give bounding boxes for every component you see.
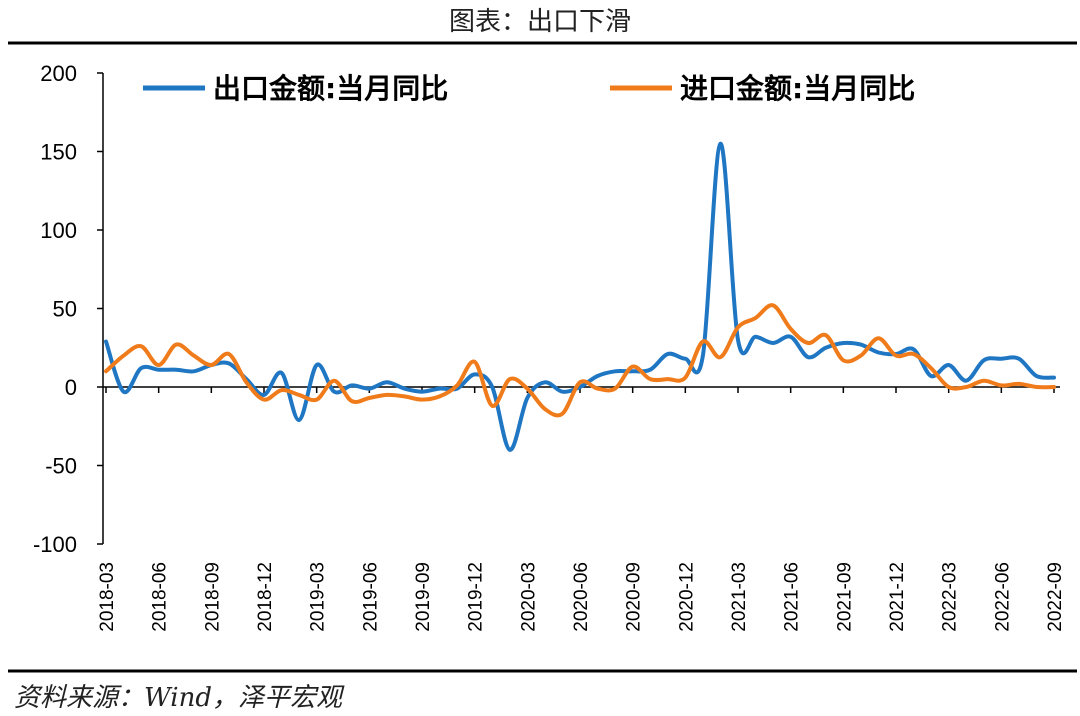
x-tick-label: 2022-06 — [992, 562, 1013, 632]
legend-label: 进口金额:当月同比 — [680, 72, 915, 105]
x-tick-label: 2018-06 — [150, 562, 171, 632]
x-tick-label: 2018-09 — [202, 562, 223, 632]
x-tick-label: 2020-09 — [624, 562, 645, 632]
x-tick-label: 2021-03 — [729, 562, 750, 632]
chart-title: 图表：出口下滑 — [449, 7, 631, 37]
x-tick-label: 2019-09 — [413, 562, 434, 632]
y-tick-label: -100 — [33, 532, 77, 557]
x-tick-label: 2019-03 — [308, 562, 329, 632]
series-lines — [104, 141, 1056, 452]
x-tick-label: 2020-12 — [676, 562, 697, 632]
y-tick-label: 50 — [53, 297, 77, 322]
x-tick-label: 2022-09 — [1045, 562, 1066, 632]
legend-label: 出口金额:当月同比 — [213, 72, 448, 105]
x-tick-label: 2022-03 — [940, 562, 961, 632]
x-tick-label: 2020-06 — [571, 562, 592, 632]
x-tick-label: 2021-09 — [834, 562, 855, 632]
series-line-export — [104, 141, 1056, 452]
y-tick-label: 0 — [65, 375, 77, 400]
x-tick-label: 2021-12 — [887, 562, 908, 632]
x-tick-label: 2020-03 — [518, 562, 539, 632]
y-tick-label: 150 — [40, 140, 77, 165]
y-tick-label: 100 — [40, 218, 77, 243]
x-tick-label: 2021-06 — [782, 562, 803, 632]
x-axis: 2018-03 2018-06 2018-09 2018-12 2019-03 2019-… — [97, 386, 1066, 632]
x-tick-label: 2018-12 — [255, 562, 276, 632]
y-tick-label: 200 — [40, 61, 77, 86]
source-note: 资料来源：Wind，泽平宏观 — [14, 683, 345, 713]
y-tick-label: -50 — [45, 454, 77, 479]
legend: 出口金额:当月同比 进口金额:当月同比 — [143, 72, 915, 105]
x-tick-label: 2019-12 — [466, 562, 487, 632]
y-axis: 200 150 100 50 0 -50 -100 — [33, 61, 104, 557]
x-tick-label: 2019-06 — [360, 562, 381, 632]
series-line-import — [104, 303, 1056, 418]
x-tick-label: 2018-03 — [97, 562, 118, 632]
